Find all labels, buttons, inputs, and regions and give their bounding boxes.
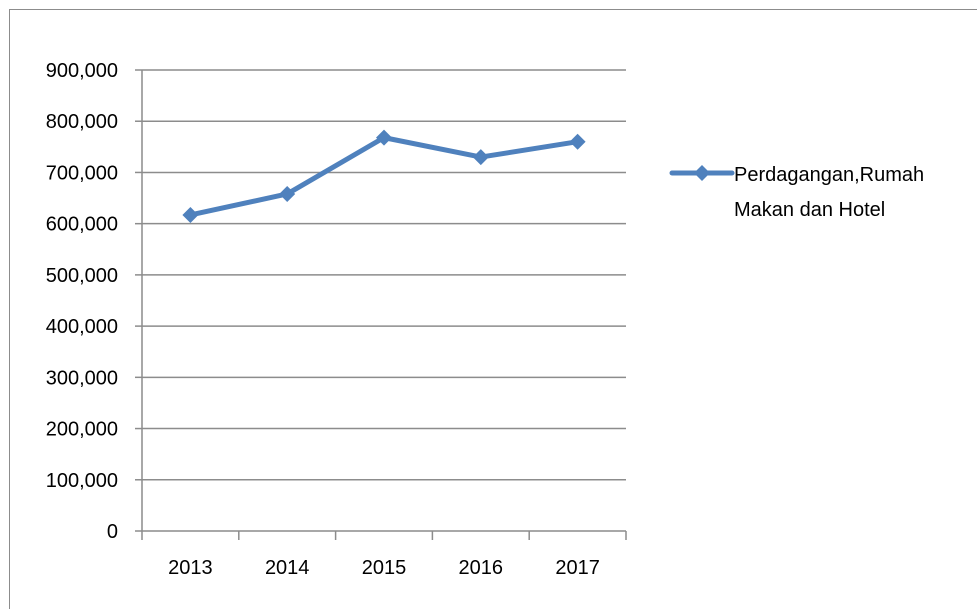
y-tick-label: 900,000: [46, 60, 118, 82]
x-axis-tick-labels: 2013 2014 2015 2016 2017: [168, 557, 600, 579]
data-point-marker: [376, 129, 392, 146]
y-tick-label: 0: [107, 521, 118, 543]
data-point-marker: [472, 149, 489, 166]
data-point-marker: [569, 133, 586, 150]
x-tick-label: 2015: [362, 557, 407, 579]
axes: [135, 69, 627, 540]
data-point-marker: [182, 206, 199, 223]
x-tick-label: 2017: [555, 557, 600, 579]
x-tick-label: 2013: [168, 557, 213, 579]
series-line: [187, 135, 581, 218]
y-tick-label: 200,000: [46, 419, 118, 441]
x-tick-label: 2016: [459, 557, 504, 579]
line-chart: 0 100,000 200,000 300,000 400,000 500,000 600,…: [46, 60, 924, 579]
y-tick-label: 400,000: [46, 316, 118, 338]
chart-frame: [9, 9, 977, 609]
y-tick-label: 800,000: [46, 111, 118, 133]
legend-label: Perdagangan,Rumah: [734, 164, 924, 186]
y-tick-label: 300,000: [46, 367, 118, 389]
y-tick-label: 700,000: [46, 162, 118, 184]
y-tick-label: 500,000: [46, 265, 118, 287]
legend-marker: [694, 165, 710, 181]
data-point-marker: [279, 185, 296, 202]
series-layer: [182, 129, 586, 223]
y-axis-tick-labels: 0 100,000 200,000 300,000 400,000 500,000 600,…: [46, 60, 118, 543]
x-tick-label: 2014: [265, 557, 310, 579]
legend-label: Makan dan Hotel: [734, 199, 885, 221]
y-tick-label: 600,000: [46, 214, 118, 236]
legend: Perdagangan,Rumah Makan dan Hotel: [669, 164, 924, 221]
gridlines: [142, 69, 626, 481]
y-tick-label: 100,000: [46, 470, 118, 492]
